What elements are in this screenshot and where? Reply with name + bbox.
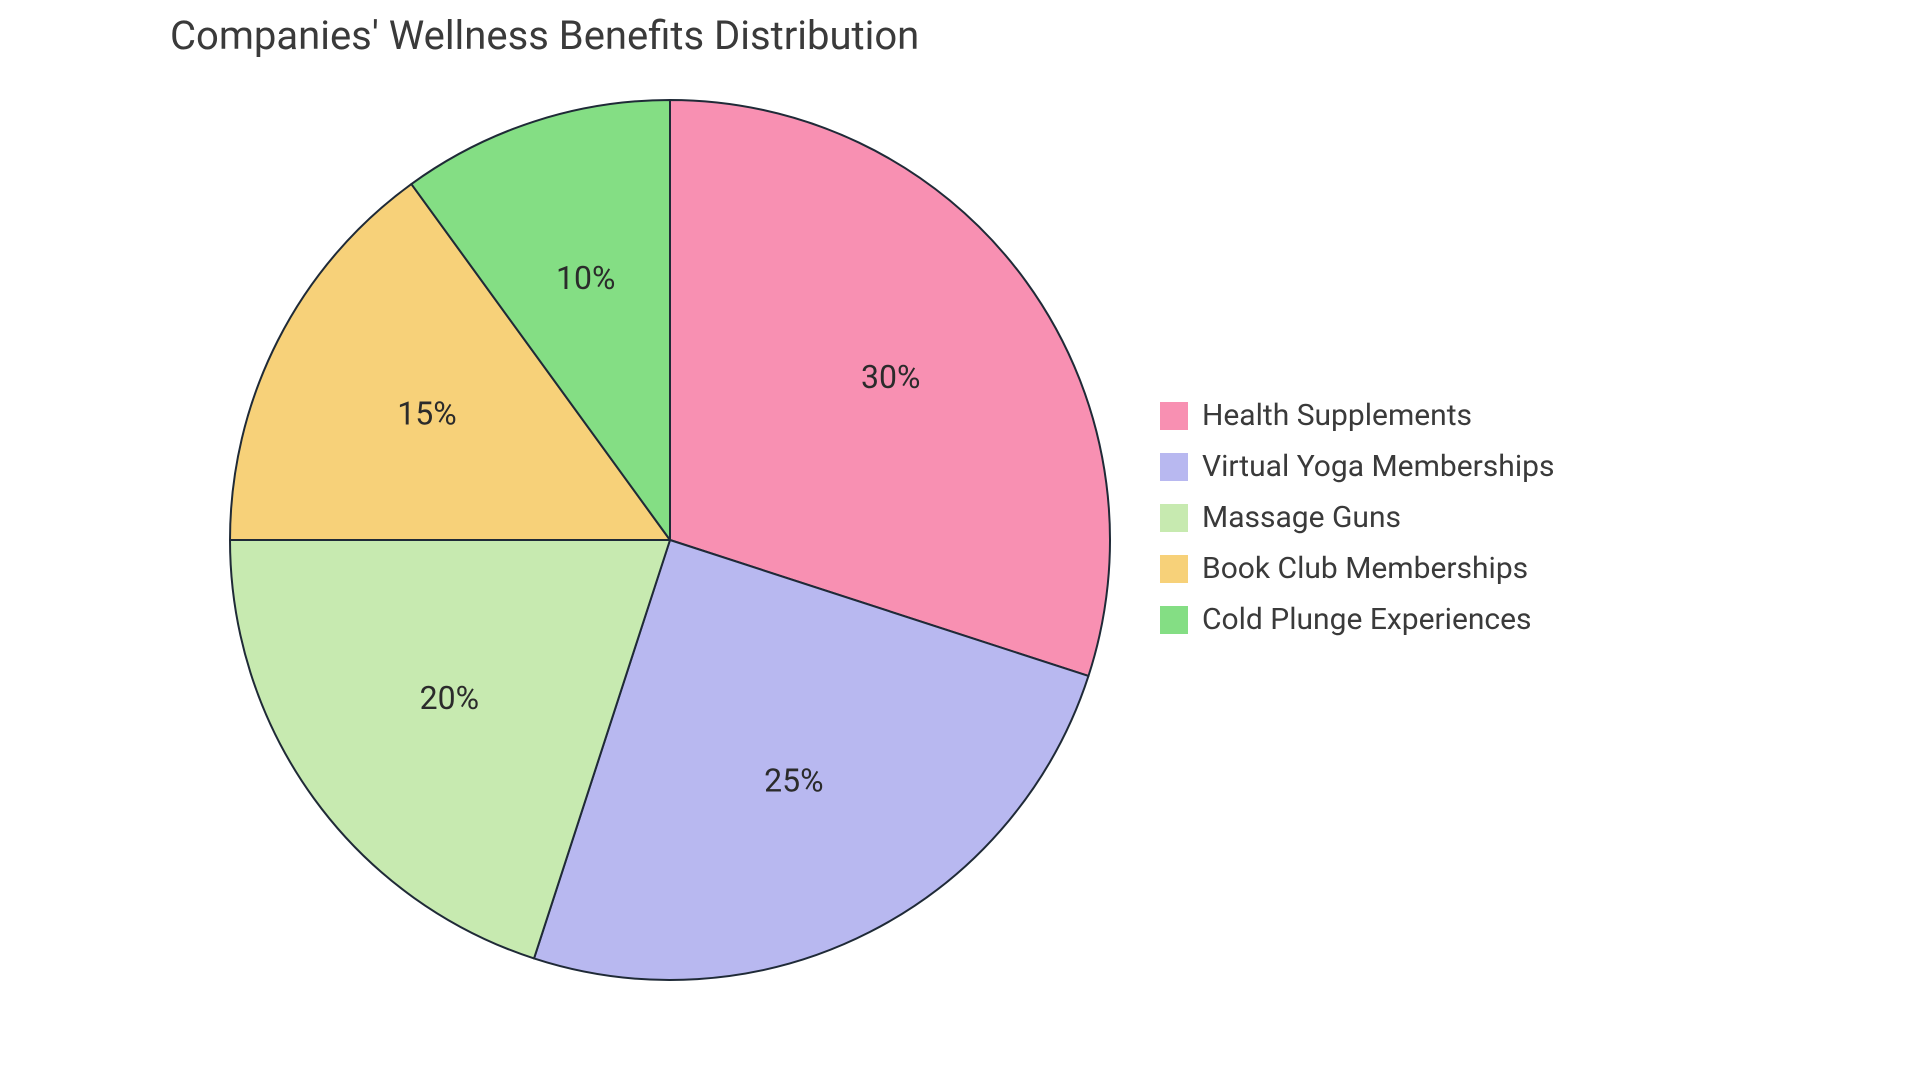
legend-swatch: [1160, 555, 1188, 583]
pie-slice-label: 30%: [861, 358, 920, 396]
legend-item: Health Supplements: [1160, 398, 1554, 433]
legend-item: Massage Guns: [1160, 500, 1554, 535]
pie-chart: 30% 25% 20% 15% 10%: [226, 96, 1114, 984]
legend-swatch: [1160, 402, 1188, 430]
legend-item: Virtual Yoga Memberships: [1160, 449, 1554, 484]
chart-container: Companies' Wellness Benefits Distributio…: [0, 0, 1920, 1080]
legend: Health Supplements Virtual Yoga Membershi…: [1160, 398, 1554, 653]
legend-item: Book Club Memberships: [1160, 551, 1554, 586]
pie-slice-label: 20%: [420, 679, 479, 717]
pie-slice-label: 10%: [556, 259, 615, 297]
legend-swatch: [1160, 606, 1188, 634]
pie-slice-label: 25%: [764, 762, 823, 800]
legend-item: Cold Plunge Experiences: [1160, 602, 1554, 637]
legend-label: Virtual Yoga Memberships: [1202, 449, 1554, 484]
legend-label: Massage Guns: [1202, 500, 1401, 535]
pie-slice-label: 15%: [397, 395, 456, 433]
legend-swatch: [1160, 504, 1188, 532]
legend-swatch: [1160, 453, 1188, 481]
chart-title: Companies' Wellness Benefits Distributio…: [170, 12, 919, 59]
legend-label: Health Supplements: [1202, 398, 1472, 433]
legend-label: Book Club Memberships: [1202, 551, 1528, 586]
legend-label: Cold Plunge Experiences: [1202, 602, 1532, 637]
